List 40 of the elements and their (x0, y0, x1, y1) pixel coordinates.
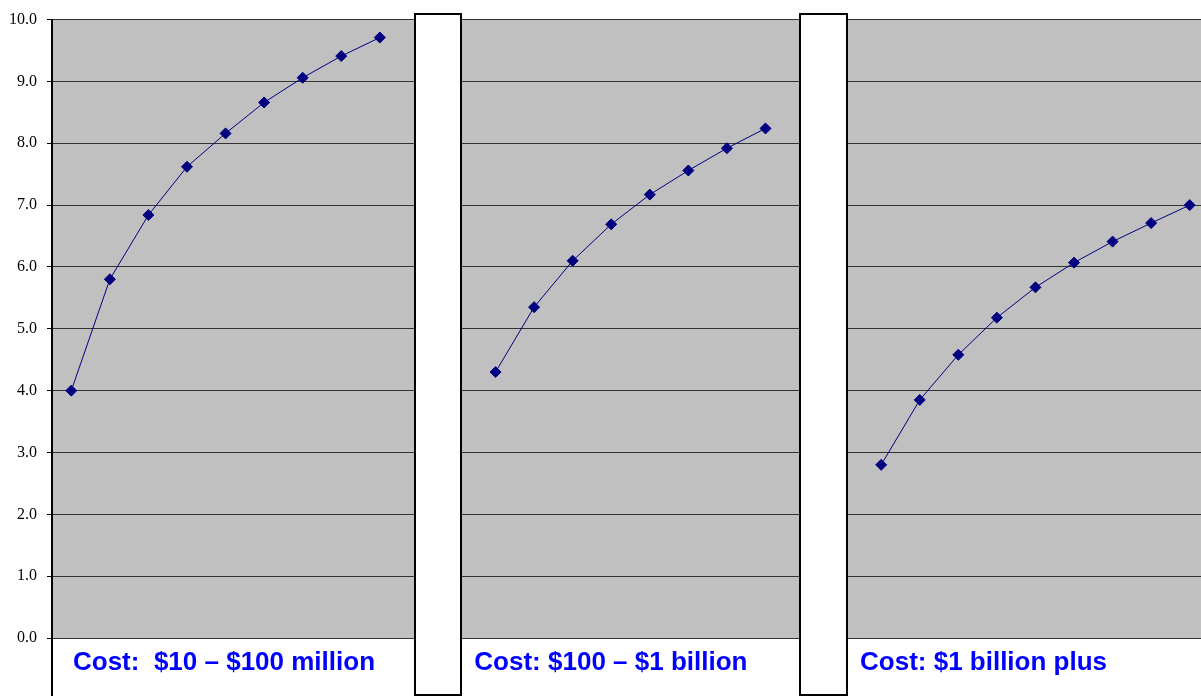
point (335, 50, 348, 63)
point (65, 384, 78, 397)
point (682, 164, 695, 177)
text: Cost: $100 – $1 billion (474, 646, 748, 676)
point (142, 209, 155, 222)
point (296, 71, 309, 84)
point (219, 127, 232, 140)
text: Cost: $1 billion plus (860, 646, 1108, 676)
point (952, 348, 965, 361)
point (913, 393, 926, 406)
y-tick-label: 3.0 (17, 442, 37, 460)
point (566, 254, 579, 267)
y-tick-label: 6.0 (17, 257, 37, 275)
point (373, 31, 386, 44)
point (1106, 235, 1119, 248)
y-tick-label: 1.0 (17, 566, 37, 584)
y-tick-label: 7.0 (17, 195, 37, 213)
y-tick-label: 10.0 (9, 9, 37, 27)
point (759, 122, 772, 135)
point (643, 188, 656, 201)
point (990, 311, 1003, 324)
y-tick-label: 5.0 (17, 319, 37, 336)
point (605, 218, 618, 231)
point (1183, 199, 1196, 212)
point (1068, 256, 1081, 269)
point (258, 96, 271, 109)
y-tick-label: 9.0 (17, 71, 37, 89)
y-tick-label: 0.0 (17, 628, 37, 646)
y-tick-label: 8.0 (17, 133, 37, 151)
point (103, 273, 116, 286)
point (180, 160, 193, 173)
point (1029, 281, 1042, 294)
y-tick-label: 2.0 (17, 504, 37, 522)
point (528, 301, 541, 314)
text: Cost: $10 – $100 million (73, 646, 376, 676)
point (1145, 217, 1158, 230)
point (720, 142, 733, 155)
y-tick-label: 4.0 (17, 380, 37, 398)
point (489, 366, 502, 379)
point (875, 458, 888, 471)
